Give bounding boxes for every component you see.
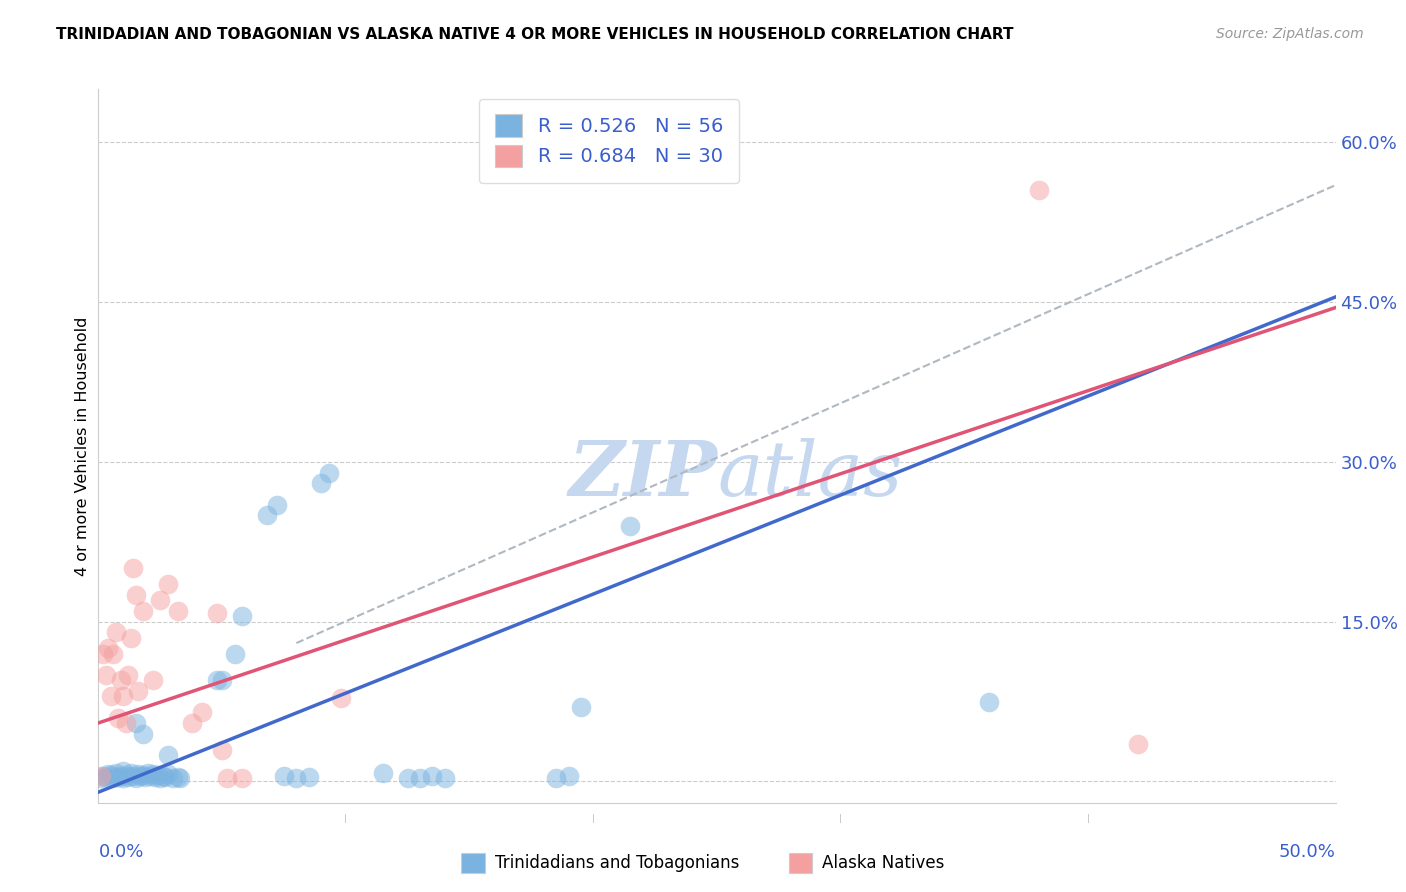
Point <box>149 772 172 786</box>
Point <box>329 691 352 706</box>
Point <box>100 768 122 782</box>
Text: Source: ZipAtlas.com: Source: ZipAtlas.com <box>1216 27 1364 41</box>
Point <box>107 710 129 724</box>
Point <box>979 695 1001 709</box>
Point <box>104 625 127 640</box>
Point <box>162 772 184 786</box>
Point <box>396 772 419 786</box>
Point <box>1028 183 1050 197</box>
Point <box>112 690 135 704</box>
Point <box>120 766 142 780</box>
Text: atlas: atlas <box>717 438 903 511</box>
Point <box>132 768 155 782</box>
Point <box>309 476 332 491</box>
Text: |: | <box>344 814 347 822</box>
Point <box>112 764 135 778</box>
Point <box>155 770 177 784</box>
Point <box>90 772 112 786</box>
Point <box>152 769 174 783</box>
Point <box>94 668 117 682</box>
Point <box>231 609 253 624</box>
Point <box>127 684 149 698</box>
Point <box>156 747 179 762</box>
Point <box>94 770 117 784</box>
Point <box>124 715 146 730</box>
Point <box>107 770 129 784</box>
Point <box>120 631 142 645</box>
Point <box>231 772 253 786</box>
Point <box>149 593 172 607</box>
Point <box>117 668 139 682</box>
Point <box>117 770 139 784</box>
Point <box>211 673 233 688</box>
Point <box>139 769 162 783</box>
Point <box>122 769 145 783</box>
Point <box>191 706 214 720</box>
Point <box>166 770 188 784</box>
Point <box>127 767 149 781</box>
Point <box>205 606 228 620</box>
Point <box>90 769 112 783</box>
Point <box>619 519 641 533</box>
Point <box>132 726 155 740</box>
Text: TRINIDADIAN AND TOBAGONIAN VS ALASKA NATIVE 4 OR MORE VEHICLES IN HOUSEHOLD CORR: TRINIDADIAN AND TOBAGONIAN VS ALASKA NAT… <box>56 27 1014 42</box>
Point <box>422 769 444 783</box>
Point <box>224 647 246 661</box>
Point <box>93 647 115 661</box>
Point <box>93 769 115 783</box>
Point <box>371 766 394 780</box>
Point <box>100 690 122 704</box>
Y-axis label: 4 or more Vehicles in Household: 4 or more Vehicles in Household <box>75 317 90 575</box>
Point <box>205 673 228 688</box>
Point <box>97 767 120 781</box>
Point <box>124 588 146 602</box>
Point <box>132 604 155 618</box>
Point <box>266 498 288 512</box>
Point <box>114 768 136 782</box>
Text: |: | <box>839 814 842 822</box>
Legend: R = 0.526   N = 56, R = 0.684   N = 30: R = 0.526 N = 56, R = 0.684 N = 30 <box>479 99 738 183</box>
Point <box>129 769 152 783</box>
Point <box>409 772 432 786</box>
Point <box>156 767 179 781</box>
Point <box>285 772 308 786</box>
Point <box>142 767 165 781</box>
Point <box>217 772 239 786</box>
Point <box>110 769 132 783</box>
Point <box>103 772 125 786</box>
Point <box>142 673 165 688</box>
Point <box>136 766 159 780</box>
Point <box>110 673 132 688</box>
Text: |: | <box>1087 814 1090 822</box>
Point <box>103 647 125 661</box>
Point <box>569 700 592 714</box>
Legend: Trinidadians and Tobagonians, Alaska Natives: Trinidadians and Tobagonians, Alaska Nat… <box>454 847 952 880</box>
Point <box>318 466 340 480</box>
Point <box>298 770 321 784</box>
Point <box>169 772 191 786</box>
Point <box>166 604 188 618</box>
Text: 0.0%: 0.0% <box>98 843 143 861</box>
Point <box>211 742 233 756</box>
Point <box>124 772 146 786</box>
Point <box>273 769 295 783</box>
Point <box>156 577 179 591</box>
Point <box>1126 737 1149 751</box>
Point <box>546 772 568 786</box>
Point <box>256 508 278 523</box>
Point <box>104 766 127 780</box>
Point <box>112 772 135 786</box>
Text: |: | <box>592 814 595 822</box>
Point <box>433 772 456 786</box>
Point <box>181 715 204 730</box>
Text: 50.0%: 50.0% <box>1279 843 1336 861</box>
Point <box>146 768 169 782</box>
Point <box>97 641 120 656</box>
Text: ZIP: ZIP <box>568 438 717 511</box>
Point <box>557 769 579 783</box>
Point <box>134 770 156 784</box>
Point <box>122 561 145 575</box>
Point <box>114 715 136 730</box>
Point <box>143 770 166 784</box>
